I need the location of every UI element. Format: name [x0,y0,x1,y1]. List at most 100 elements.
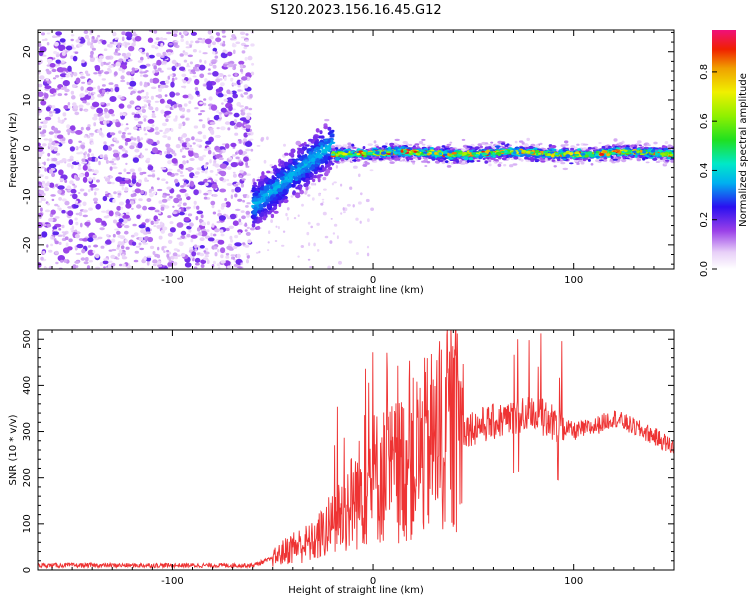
heatmap-cell [95,203,101,210]
heatmap-cell [227,51,233,57]
heatmap-cell [153,30,158,34]
heatmap-cell [136,95,142,101]
heatmap-cell [137,60,143,63]
heatmap-cell [45,78,49,81]
heatmap-cell [78,173,84,178]
heatmap-cell [117,195,121,198]
heatmap-cell [75,160,79,163]
heatmap-cell [131,178,137,184]
heatmap-cell [305,173,309,178]
heatmap-cell [224,197,228,202]
heatmap-cell [68,138,73,145]
heatmap-cell [122,153,129,158]
heatmap-cell [56,130,61,134]
heatmap-cell [217,266,221,269]
heatmap-cell [175,144,181,149]
heatmap-cell [225,255,230,259]
heatmap-cell [70,188,77,194]
heatmap-cell [160,206,165,211]
heatmap-cell [178,163,184,169]
heatmap-cell [235,156,240,160]
heatmap-cell [322,211,327,216]
heatmap-cell [132,172,136,176]
heatmap-cell [96,129,102,134]
heatmap-cell [47,152,51,157]
heatmap-cell [57,189,62,194]
heatmap-cell [100,245,105,249]
heatmap-cell [309,266,313,268]
heatmap-cell [105,113,111,116]
heatmap-cell [85,102,90,106]
heatmap-cell [152,259,158,264]
heatmap-cell [221,202,227,208]
heatmap-cell [209,35,214,40]
heatmap-cell [186,160,189,164]
heatmap-cell [52,231,60,236]
heatmap-cell [145,95,149,99]
heatmap-cell [324,160,329,165]
heatmap-cell [580,161,585,165]
heatmap-cell [118,67,123,72]
heatmap-cell [116,247,120,250]
heatmap-cell [346,203,351,207]
heatmap-cell [88,177,92,182]
heatmap-cell [136,214,141,219]
heatmap-cell [233,183,239,187]
heatmap-cell [177,168,181,173]
heatmap-cell [38,174,44,178]
heatmap-cell [154,41,159,45]
heatmap-cell [92,177,96,181]
heatmap-cell [108,145,111,149]
heatmap-cell [325,169,331,174]
heatmap-cell [192,75,197,78]
heatmap-cell [290,195,294,198]
heatmap-cell [120,206,124,210]
heatmap-cell [230,37,235,41]
heatmap-cell [112,119,116,124]
heatmap-cell [71,95,76,100]
heatmap-cell [267,205,271,209]
heatmap-cell [214,135,221,138]
heatmap-cell [87,153,90,158]
heatmap-cell [139,71,144,74]
heatmap-cell [144,148,148,151]
heatmap-cell [166,31,172,35]
heatmap-cell [78,38,86,44]
heatmap-cell [179,139,184,144]
heatmap-cell [245,173,251,176]
heatmap-cell [665,159,670,162]
heatmap-cell [226,166,232,170]
heatmap-cell [244,222,248,227]
heatmap-cell [94,253,100,259]
heatmap-cell [163,60,167,64]
heatmap-cell [188,100,192,105]
heatmap-cell [104,177,111,182]
heatmap-cell [197,181,205,186]
heatmap-cell [182,80,187,84]
heatmap-cell [240,80,243,84]
heatmap-cell [148,206,156,211]
heatmap-cell [79,93,85,98]
heatmap-cell [230,239,234,243]
heatmap-cell [41,32,45,36]
heatmap-cell [228,60,235,65]
heatmap-cell [188,69,192,72]
heatmap-cell [130,234,135,238]
heatmap-cell [124,138,132,142]
heatmap-cell [300,245,304,248]
heatmap-cell [211,59,217,62]
heatmap-cell [154,46,159,50]
heatmap-cell [87,249,95,256]
heatmap-cell [91,142,95,145]
heatmap-cell [38,262,42,268]
heatmap-cell [140,137,144,141]
heatmap-cell [215,32,220,36]
heatmap-cell [208,68,211,71]
heatmap-cell [196,245,201,248]
heatmap-cell [241,76,248,81]
heatmap-cell [309,166,316,170]
heatmap-cell [193,205,196,209]
heatmap-cell [194,257,201,263]
heatmap-cell [197,37,203,41]
heatmap-cell [108,160,115,164]
